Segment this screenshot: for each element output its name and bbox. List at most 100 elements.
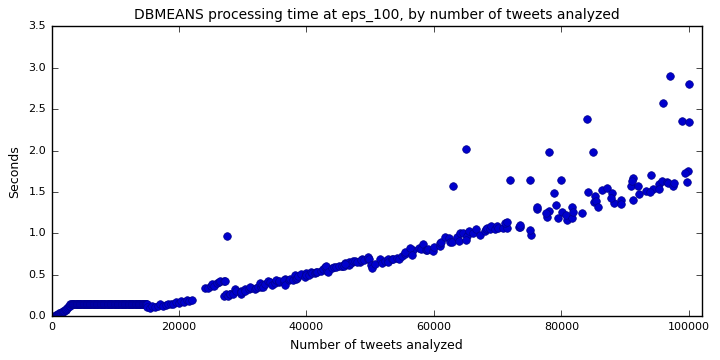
Point: [290, 276, 302, 282]
Point: [109, 301, 121, 307]
Point: [640, 188, 652, 193]
Point: [91, 301, 102, 307]
Point: [56, 309, 68, 315]
Point: [126, 301, 138, 307]
Point: [78, 301, 89, 307]
Point: [306, 270, 318, 276]
Point: [74, 301, 86, 307]
Point: [149, 305, 161, 310]
Point: [606, 190, 618, 196]
Point: [593, 204, 604, 210]
Point: [205, 283, 217, 289]
Point: [497, 226, 508, 231]
Point: [460, 146, 472, 152]
Point: [71, 301, 83, 307]
Point: [653, 186, 665, 192]
Point: [300, 272, 311, 278]
Point: [68, 301, 80, 307]
Point: [514, 224, 526, 230]
Point: [393, 256, 405, 262]
Point: [589, 193, 600, 199]
Point: [94, 301, 106, 307]
Point: [212, 280, 223, 286]
Point: [222, 293, 233, 298]
Point: [78, 301, 90, 307]
Point: [377, 260, 388, 266]
Point: [305, 270, 317, 275]
Point: [634, 191, 645, 197]
Point: [683, 81, 695, 87]
Point: [252, 284, 264, 290]
Point: [113, 301, 125, 307]
Point: [284, 276, 296, 282]
Point: [427, 248, 438, 254]
Point: [99, 301, 111, 307]
Point: [213, 279, 225, 285]
Point: [115, 301, 127, 307]
Point: [122, 301, 133, 307]
Point: [118, 301, 130, 307]
Point: [220, 291, 232, 297]
Point: [139, 301, 150, 307]
Point: [52, 312, 63, 318]
Point: [144, 305, 156, 311]
Point: [566, 204, 577, 210]
Point: [311, 270, 323, 275]
Point: [551, 202, 562, 208]
Point: [423, 246, 434, 252]
Point: [127, 301, 138, 307]
Point: [346, 260, 357, 265]
Point: [160, 302, 171, 308]
Point: [50, 312, 61, 318]
Point: [76, 301, 87, 307]
Point: [73, 301, 85, 307]
Point: [552, 216, 564, 221]
Point: [457, 230, 469, 236]
Point: [562, 217, 573, 223]
Point: [256, 284, 267, 290]
Point: [53, 311, 64, 317]
Point: [102, 301, 114, 307]
Point: [71, 301, 82, 307]
Point: [140, 301, 151, 307]
Point: [270, 278, 282, 283]
Point: [114, 301, 125, 307]
Point: [543, 149, 554, 155]
Point: [92, 301, 104, 307]
Point: [501, 219, 513, 224]
Point: [69, 301, 81, 307]
Point: [181, 297, 192, 302]
Point: [86, 301, 98, 307]
Point: [501, 225, 513, 231]
Point: [451, 234, 462, 240]
Point: [645, 172, 657, 178]
Point: [215, 278, 226, 284]
Point: [463, 228, 474, 234]
Point: [184, 298, 195, 303]
Point: [112, 301, 123, 307]
Point: [284, 278, 295, 283]
Point: [418, 241, 429, 247]
Point: [228, 291, 239, 297]
Point: [101, 301, 112, 307]
Point: [485, 223, 496, 229]
Point: [117, 301, 128, 307]
Point: [434, 243, 446, 249]
Point: [444, 239, 456, 245]
Point: [178, 299, 189, 305]
Point: [338, 263, 349, 269]
Point: [566, 215, 577, 221]
Point: [125, 301, 136, 307]
Point: [235, 289, 246, 295]
Point: [87, 301, 99, 307]
Point: [576, 210, 588, 216]
Point: [155, 301, 166, 307]
Point: [299, 274, 310, 280]
Point: [84, 301, 96, 307]
Point: [258, 284, 269, 290]
Point: [505, 177, 516, 183]
Point: [279, 282, 291, 288]
Point: [632, 183, 644, 189]
Point: [315, 268, 326, 274]
Point: [110, 301, 122, 307]
